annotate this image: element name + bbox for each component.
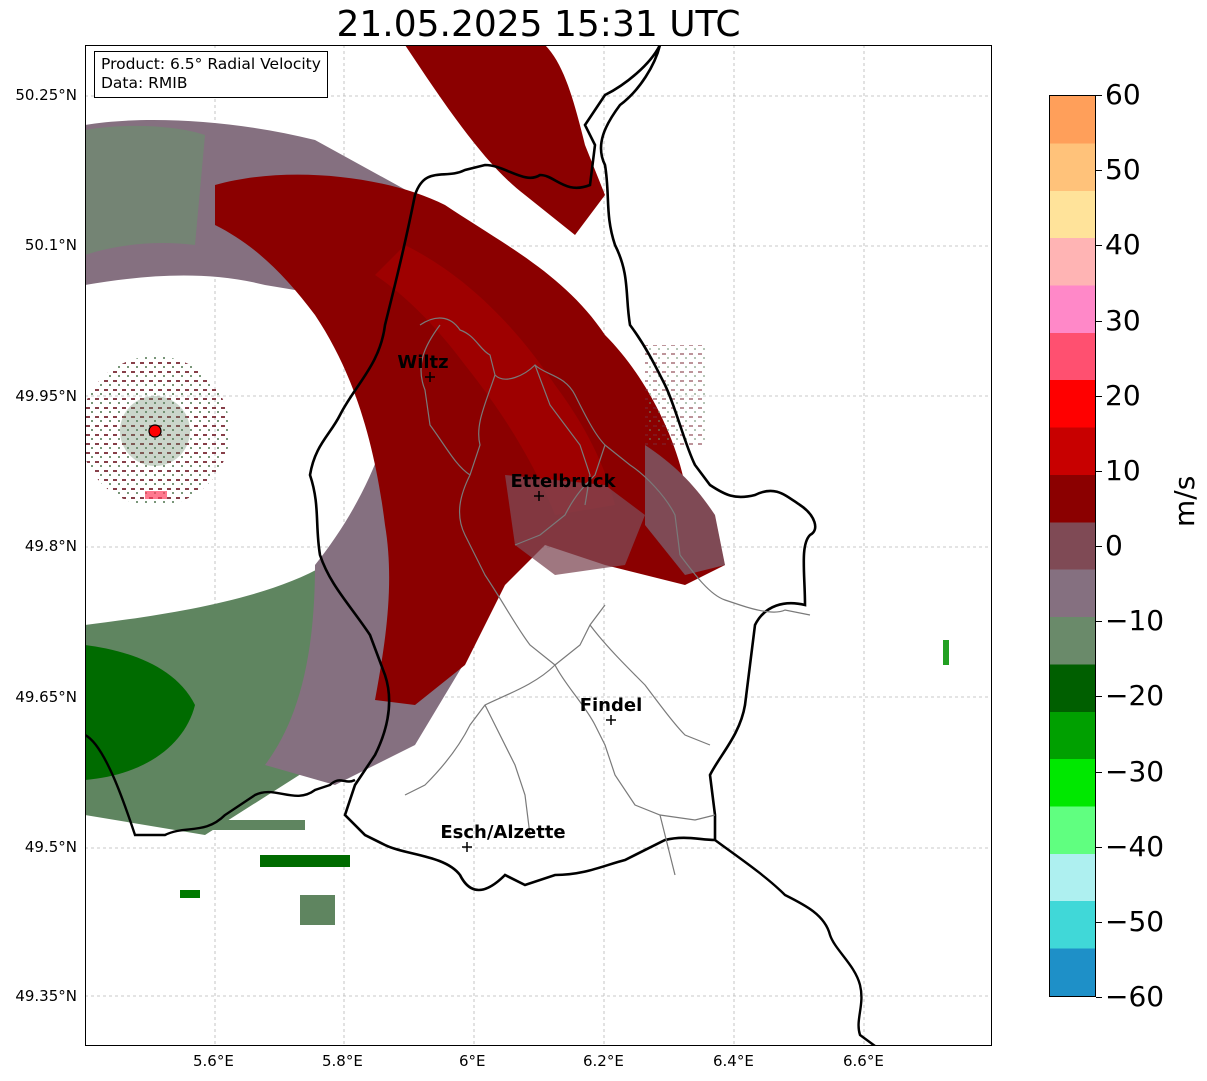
colorbar-tick-label: 10 [1105,453,1141,487]
colorbar-tick-mark [1096,470,1102,472]
colorbar-tick-label: −30 [1105,754,1165,788]
colorbar-tick-mark [1096,395,1102,397]
city-label-wiltz: Wiltz [397,352,448,373]
radar-map[interactable]: Wiltz Ettelbruck Findel Esch/Alzette [85,45,992,1046]
colorbar-tick-mark [1096,245,1102,247]
colorbar-tick-label: 0 [1105,529,1123,562]
city-markers [425,372,616,852]
city-label-findel: Findel [580,695,643,716]
lat-tick-label: 50.25°N [15,86,77,104]
colorbar-tick-label: −60 [1105,980,1165,1013]
lon-tick-label: 6.2°E [583,1052,624,1070]
lat-tick-label: 49.5°N [24,838,77,856]
map-title: 21.05.2025 15:31 UTC [336,4,741,45]
city-label-ettelbruck: Ettelbruck [510,471,616,492]
colorbar-tick-label: −50 [1105,904,1165,938]
colorbar-tick-mark [1096,621,1102,623]
lat-tick-label: 50.1°N [24,236,77,254]
national-border [308,45,817,892]
lat-tick-label: 49.95°N [15,387,77,405]
city-label-esch-alzette: Esch/Alzette [440,822,565,843]
colorbar-tick-label: 50 [1105,153,1141,187]
colorbar-tick-mark [1096,997,1102,998]
product-label: Product: 6.5° Radial Velocity [101,55,321,73]
lon-tick-label: 6°E [459,1052,486,1070]
colorbar-tick-label: −20 [1105,679,1165,713]
radar-site-marker[interactable] [148,424,162,438]
colorbar-tick-mark [1096,846,1102,848]
colorbar-tick-label: −40 [1105,829,1165,863]
radar-velocity-echoes [85,45,949,925]
colorbar-tick-mark [1096,921,1102,923]
product-info-box: Product: 6.5° Radial Velocity Data: RMIB [94,51,328,98]
lon-tick-label: 6.6°E [843,1052,884,1070]
district-borders [404,317,811,876]
colorbar-tick-mark [1096,771,1102,773]
colorbar-tick-mark [1096,95,1102,96]
colorbar-tick-mark [1096,696,1102,698]
colorbar-tick-label: 60 [1105,78,1141,111]
western-border [85,733,356,837]
colorbar-tick-mark [1096,546,1102,547]
colorbar-tick-label: −10 [1105,604,1165,638]
colorbar-tick-label: 20 [1105,378,1141,412]
lon-tick-label: 6.4°E [713,1052,754,1070]
lon-tick-label: 5.6°E [193,1052,234,1070]
colorbar-tick-label: 30 [1105,303,1141,337]
lat-tick-label: 49.8°N [24,537,77,555]
southeastern-border [714,839,876,1046]
data-source-label: Data: RMIB [101,74,188,92]
lat-tick-label: 49.35°N [15,987,77,1005]
lon-tick-label: 5.8°E [322,1052,363,1070]
map-frame [85,45,992,1046]
colorbar-tick-label: 40 [1105,228,1141,262]
colorbar-tick-mark [1096,170,1102,172]
colorbar-tick-mark [1096,320,1102,322]
lat-tick-label: 49.65°N [15,688,77,706]
colorbar-unit-label: m/s [1168,475,1201,527]
velocity-colorbar [1049,95,1096,997]
